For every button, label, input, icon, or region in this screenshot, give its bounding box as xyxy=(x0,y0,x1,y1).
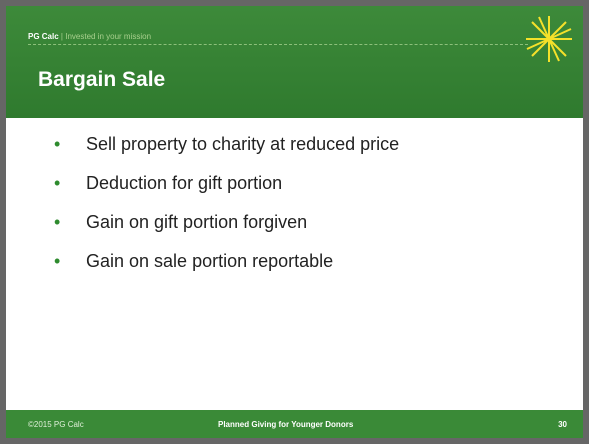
header: PG Calc | Invested in your mission Barga… xyxy=(6,6,583,118)
top-bar: PG Calc | Invested in your mission xyxy=(28,32,151,41)
divider xyxy=(28,44,528,45)
bullet-list: Sell property to charity at reduced pric… xyxy=(52,134,399,290)
bullet: Gain on sale portion reportable xyxy=(52,251,399,272)
star-logo xyxy=(526,16,572,62)
slide-title: Bargain Sale xyxy=(38,68,166,91)
bullet: Sell property to charity at reduced pric… xyxy=(52,134,399,155)
footer: ©2015 PG Calc Planned Giving for Younger… xyxy=(6,410,583,438)
tagline: Invested in your mission xyxy=(65,32,152,41)
brand: PG Calc xyxy=(28,32,59,41)
page-number: 30 xyxy=(558,420,567,429)
bullet: Gain on gift portion forgiven xyxy=(52,212,399,233)
bullet: Deduction for gift portion xyxy=(52,173,399,194)
copyright: ©2015 PG Calc xyxy=(28,420,84,429)
slide: PG Calc | Invested in your mission Barga… xyxy=(6,6,583,438)
presentation-title: Planned Giving for Younger Donors xyxy=(218,420,354,429)
separator: | xyxy=(60,32,63,41)
